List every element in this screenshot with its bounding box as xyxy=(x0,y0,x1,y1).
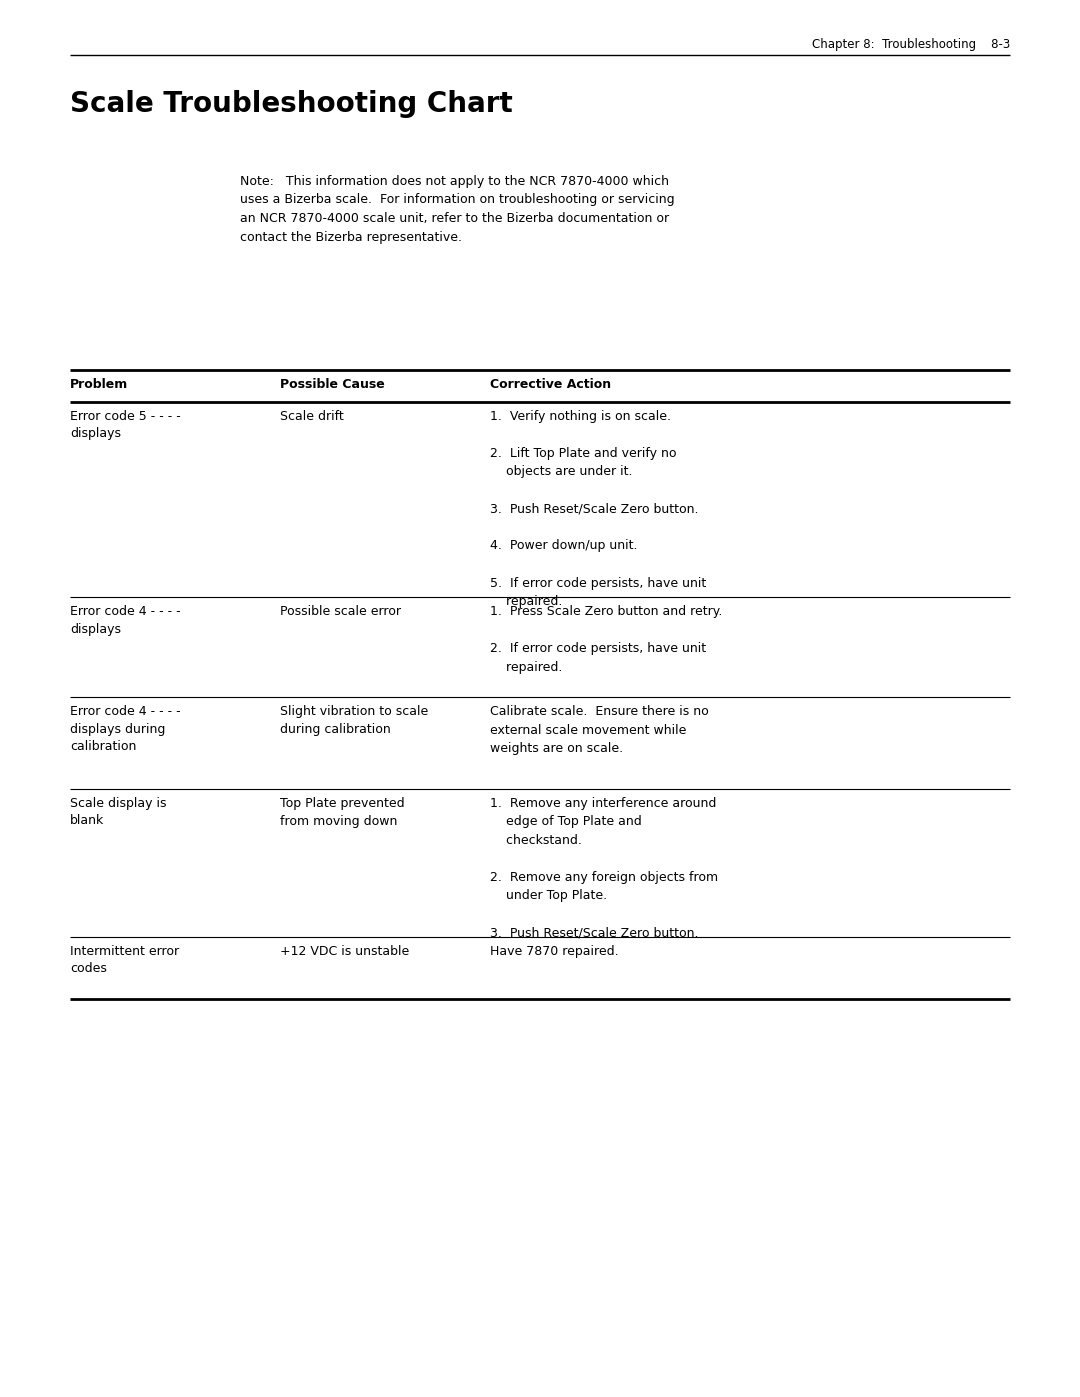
Text: Problem: Problem xyxy=(70,379,129,391)
Text: Slight vibration to scale
during calibration: Slight vibration to scale during calibra… xyxy=(280,705,429,735)
Text: Chapter 8:  Troubleshooting    8-3: Chapter 8: Troubleshooting 8-3 xyxy=(812,38,1010,52)
Text: 1.  Press Scale Zero button and retry.

2.  If error code persists, have unit
  : 1. Press Scale Zero button and retry. 2.… xyxy=(490,605,723,673)
Text: Calibrate scale.  Ensure there is no
external scale movement while
weights are o: Calibrate scale. Ensure there is no exte… xyxy=(490,705,708,754)
Text: 1.  Remove any interference around
    edge of Top Plate and
    checkstand.

2.: 1. Remove any interference around edge o… xyxy=(490,798,718,940)
Text: +12 VDC is unstable: +12 VDC is unstable xyxy=(280,944,409,958)
Text: Scale Troubleshooting Chart: Scale Troubleshooting Chart xyxy=(70,89,513,117)
Text: Scale display is
blank: Scale display is blank xyxy=(70,798,166,827)
Text: Scale drift: Scale drift xyxy=(280,409,343,423)
Text: Note:   This information does not apply to the NCR 7870-4000 which
uses a Bizerb: Note: This information does not apply to… xyxy=(240,175,675,243)
Text: Error code 4 - - - -
displays during
calibration: Error code 4 - - - - displays during cal… xyxy=(70,705,180,753)
Text: Possible scale error: Possible scale error xyxy=(280,605,401,617)
Text: Possible Cause: Possible Cause xyxy=(280,379,384,391)
Text: Corrective Action: Corrective Action xyxy=(490,379,611,391)
Text: Error code 5 - - - -
displays: Error code 5 - - - - displays xyxy=(70,409,180,440)
Text: Top Plate prevented
from moving down: Top Plate prevented from moving down xyxy=(280,798,405,827)
Text: Intermittent error
codes: Intermittent error codes xyxy=(70,944,179,975)
Text: Error code 4 - - - -
displays: Error code 4 - - - - displays xyxy=(70,605,180,636)
Text: 1.  Verify nothing is on scale.

2.  Lift Top Plate and verify no
    objects ar: 1. Verify nothing is on scale. 2. Lift T… xyxy=(490,409,706,608)
Text: Have 7870 repaired.: Have 7870 repaired. xyxy=(490,944,619,958)
